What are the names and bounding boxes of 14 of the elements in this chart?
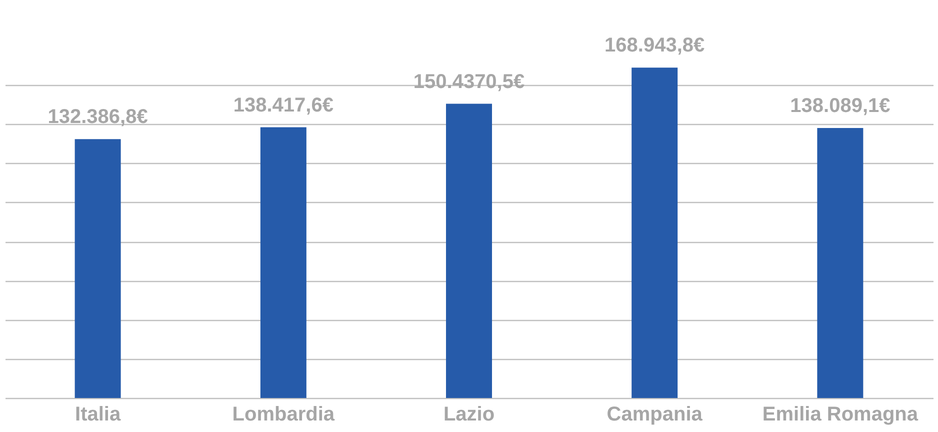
bar [632,68,678,398]
x-tick-label: Campania [606,404,704,426]
x-tick-label: Lazio [443,404,495,426]
data-label: 138.089,1€ [790,94,890,117]
bar [446,104,492,398]
data-label: 138.417,6€ [233,94,334,116]
x-tick-label: Lombardia [232,404,336,426]
x-tick-label: Emilia Romagna [762,404,919,426]
x-tick-label: Italia [75,404,122,426]
bar [74,139,121,398]
data-label: 132.386,8€ [48,106,148,128]
bar [817,128,864,398]
bar [260,127,306,398]
data-label: 168.943,8€ [604,34,705,57]
